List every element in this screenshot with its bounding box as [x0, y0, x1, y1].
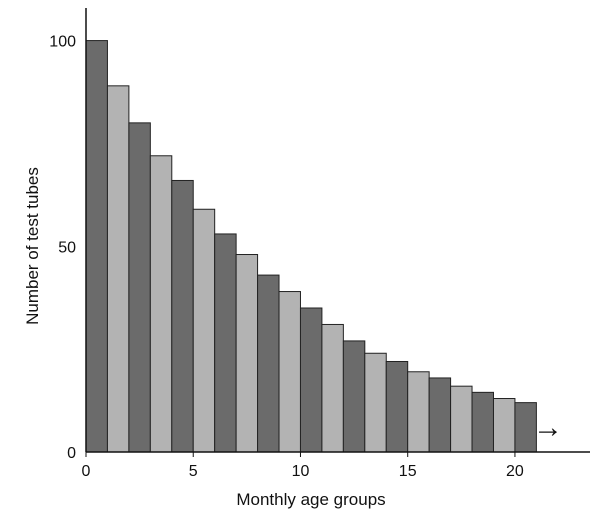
x-tick-label-15: 15 — [399, 463, 417, 480]
bar-17 — [450, 385, 473, 453]
x-tick-label-0: 0 — [82, 463, 91, 480]
continuation-arrow-icon: → — [533, 411, 563, 444]
bar-13 — [364, 352, 387, 453]
bar-2 — [128, 122, 151, 453]
bar-3 — [149, 155, 173, 453]
bar-18 — [471, 391, 494, 453]
bar-12 — [342, 340, 366, 453]
bar-10 — [299, 307, 323, 453]
y-tick-label-0: 0 — [67, 445, 76, 462]
y-axis-title: Number of test tubes — [23, 167, 42, 325]
x-tick-label-10: 10 — [292, 463, 310, 480]
y-tick-label-50: 50 — [58, 239, 76, 256]
bar-9 — [278, 291, 301, 453]
bar-0 — [85, 40, 108, 453]
bar-14 — [385, 360, 409, 453]
bar-6 — [214, 233, 237, 453]
bars-layer — [85, 40, 537, 453]
x-ticks-layer: 0 5 10 15 20 — [82, 452, 524, 480]
y-tick-label-100: 100 — [49, 34, 76, 51]
x-axis-title: Monthly age groups — [236, 490, 385, 509]
bar-4 — [171, 179, 194, 453]
x-tick-label-5: 5 — [189, 463, 198, 480]
y-ticks-layer: 0 50 100 — [49, 34, 76, 462]
bar-19 — [492, 398, 516, 453]
bar-8 — [257, 274, 280, 453]
bar-15 — [407, 371, 430, 453]
bar-11 — [321, 323, 344, 453]
bar-5 — [192, 208, 216, 453]
bar-16 — [428, 377, 452, 453]
bar-1 — [106, 85, 130, 453]
x-tick-label-20: 20 — [506, 463, 524, 480]
bar-7 — [235, 254, 259, 453]
